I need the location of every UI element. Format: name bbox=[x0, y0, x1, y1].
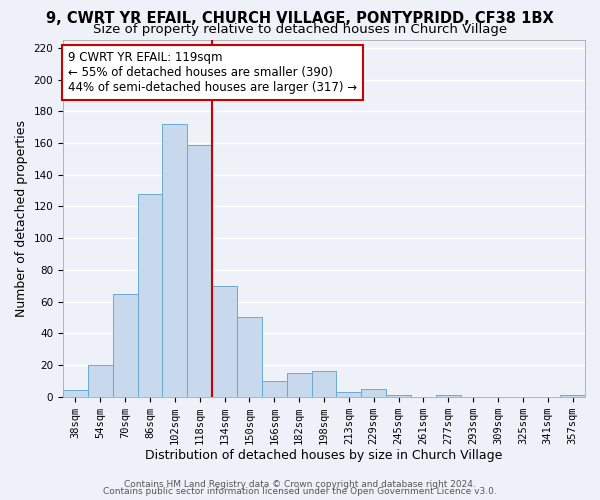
Bar bbox=[237, 318, 262, 396]
Bar bbox=[560, 395, 585, 396]
Bar bbox=[187, 144, 212, 396]
Text: 9 CWRT YR EFAIL: 119sqm
← 55% of detached houses are smaller (390)
44% of semi-d: 9 CWRT YR EFAIL: 119sqm ← 55% of detache… bbox=[68, 50, 358, 94]
Bar bbox=[436, 395, 461, 396]
Text: Size of property relative to detached houses in Church Village: Size of property relative to detached ho… bbox=[93, 22, 507, 36]
Bar bbox=[212, 286, 237, 397]
Bar bbox=[88, 365, 113, 396]
Bar bbox=[137, 194, 163, 396]
Bar bbox=[287, 373, 311, 396]
Bar bbox=[163, 124, 187, 396]
Text: Contains HM Land Registry data © Crown copyright and database right 2024.: Contains HM Land Registry data © Crown c… bbox=[124, 480, 476, 489]
X-axis label: Distribution of detached houses by size in Church Village: Distribution of detached houses by size … bbox=[145, 450, 503, 462]
Bar bbox=[63, 390, 88, 396]
Text: 9, CWRT YR EFAIL, CHURCH VILLAGE, PONTYPRIDD, CF38 1BX: 9, CWRT YR EFAIL, CHURCH VILLAGE, PONTYP… bbox=[46, 11, 554, 26]
Text: Contains public sector information licensed under the Open Government Licence v3: Contains public sector information licen… bbox=[103, 488, 497, 496]
Bar bbox=[262, 381, 287, 396]
Bar bbox=[386, 395, 411, 396]
Y-axis label: Number of detached properties: Number of detached properties bbox=[15, 120, 28, 317]
Bar bbox=[361, 389, 386, 396]
Bar bbox=[113, 294, 137, 397]
Bar bbox=[337, 392, 361, 396]
Bar bbox=[311, 372, 337, 396]
